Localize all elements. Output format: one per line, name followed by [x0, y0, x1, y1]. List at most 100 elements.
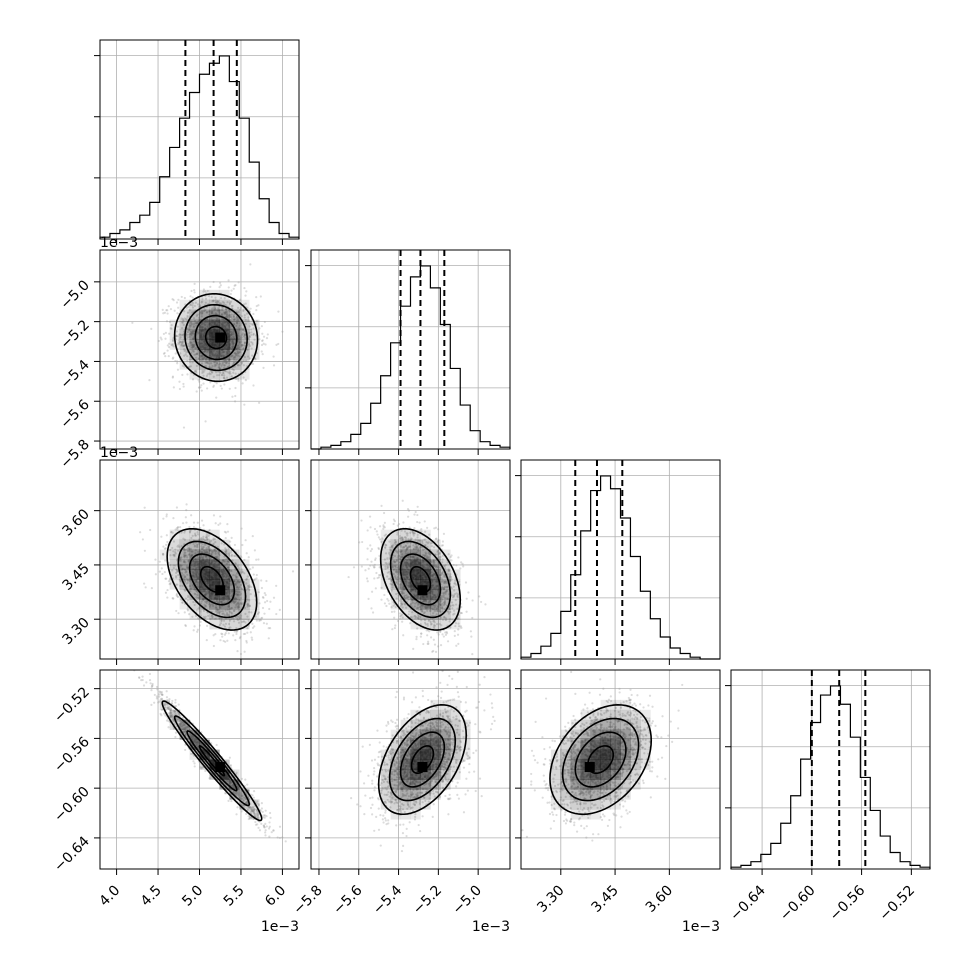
- sample-point: [250, 585, 253, 589]
- sample-point: [191, 378, 195, 381]
- sample-point: [184, 349, 187, 352]
- sample-point: [199, 556, 202, 559]
- sample-point: [174, 551, 177, 554]
- sample-point: [230, 313, 233, 316]
- sample-point: [436, 553, 440, 556]
- sample-point: [376, 533, 379, 536]
- sample-point: [186, 550, 190, 553]
- sample-point: [160, 338, 163, 341]
- sample-point: [240, 333, 244, 336]
- density-cell: [189, 539, 200, 550]
- sample-point: [176, 569, 179, 573]
- sample-point: [238, 616, 241, 619]
- sample-point: [377, 546, 380, 550]
- sample-point: [204, 615, 207, 618]
- sample-point: [244, 336, 247, 339]
- sample-point: [239, 341, 242, 344]
- sample-point: [202, 609, 206, 612]
- sample-point: [226, 315, 229, 318]
- sample-point: [225, 313, 229, 316]
- sample-point: [221, 635, 224, 638]
- sample-point: [192, 345, 196, 348]
- sample-point: [178, 387, 182, 391]
- sample-point: [186, 359, 189, 363]
- sample-point: [206, 349, 209, 352]
- sample-point: [204, 290, 207, 293]
- sample-point: [175, 568, 179, 572]
- sample-point: [179, 556, 182, 560]
- density-cell: [380, 559, 391, 570]
- sample-point: [187, 311, 190, 314]
- sample-point: [236, 593, 240, 596]
- sample-point: [187, 328, 190, 331]
- sample-point: [180, 598, 183, 601]
- sample-point: [199, 526, 202, 530]
- sample-point: [221, 300, 224, 304]
- density-cell: [209, 289, 220, 301]
- sample-point: [224, 310, 228, 313]
- sample-point: [233, 601, 236, 604]
- sample-point: [370, 548, 374, 551]
- sample-point: [206, 551, 209, 554]
- sample-point: [171, 376, 174, 379]
- sample-point: [217, 601, 220, 604]
- density-cell: [159, 549, 170, 560]
- sample-point: [198, 624, 202, 627]
- sample-point: [233, 284, 236, 287]
- density-cell: [440, 589, 451, 600]
- sample-point: [237, 364, 240, 367]
- sample-point: [197, 585, 200, 589]
- sample-point: [183, 365, 186, 368]
- sample-point: [444, 633, 448, 636]
- sample-point: [198, 351, 201, 355]
- sample-point: [187, 553, 190, 556]
- sample-point: [164, 559, 167, 562]
- sample-point: [216, 361, 219, 365]
- sample-point: [266, 599, 269, 603]
- sample-point: [158, 560, 161, 563]
- sample-point: [196, 531, 199, 534]
- sample-point: [158, 570, 161, 573]
- sample-point: [192, 337, 196, 340]
- sample-point: [198, 305, 201, 308]
- sample-point: [229, 339, 232, 342]
- sample-point: [177, 612, 180, 615]
- sample-point: [192, 332, 195, 335]
- sample-point: [222, 370, 225, 373]
- sample-point: [254, 358, 257, 361]
- sample-point: [263, 320, 266, 324]
- sample-point: [179, 559, 182, 562]
- sample-point: [172, 564, 175, 567]
- sample-point: [393, 626, 396, 630]
- scatter-panel-p1-p2: [305, 459, 511, 665]
- sample-point: [238, 355, 241, 358]
- sample-point: [181, 522, 185, 525]
- sample-point: [257, 611, 261, 614]
- sample-point: [228, 619, 232, 622]
- sample-point: [214, 306, 217, 309]
- sample-point: [249, 568, 252, 571]
- sample-point: [214, 552, 217, 555]
- sample-point: [241, 543, 244, 547]
- sample-point: [178, 380, 181, 383]
- sample-point: [195, 314, 198, 317]
- sample-point: [237, 609, 240, 612]
- sample-point: [239, 361, 243, 364]
- sample-point: [213, 365, 216, 368]
- sample-point: [233, 599, 236, 602]
- sample-point: [238, 637, 242, 640]
- sample-point: [193, 353, 196, 356]
- sample-point: [181, 320, 184, 324]
- sample-point: [243, 650, 246, 653]
- sample-point: [251, 638, 254, 641]
- sample-point: [252, 384, 255, 387]
- sample-point: [213, 361, 216, 364]
- sample-point: [241, 348, 244, 351]
- sample-point: [264, 343, 267, 346]
- sample-point: [261, 339, 264, 343]
- sample-point: [243, 606, 247, 610]
- sample-point: [221, 559, 224, 562]
- sample-point: [198, 354, 201, 357]
- sample-point: [227, 599, 230, 602]
- sample-point: [244, 322, 247, 326]
